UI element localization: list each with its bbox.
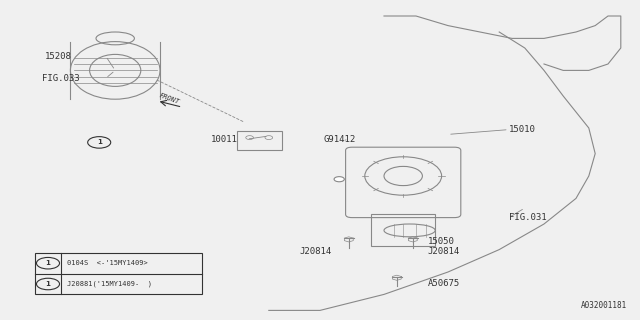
Text: J20881('15MY1409-  ): J20881('15MY1409- ) (67, 281, 152, 287)
Text: J20814: J20814 (300, 247, 332, 256)
Text: 15050: 15050 (428, 237, 454, 246)
Text: 1: 1 (45, 281, 51, 287)
Text: 1: 1 (45, 260, 51, 266)
Text: 15208: 15208 (45, 52, 72, 60)
Bar (237, 131, 282, 150)
Text: FIG.031: FIG.031 (509, 213, 547, 222)
Text: 1: 1 (97, 140, 102, 145)
Text: G91412: G91412 (323, 135, 355, 144)
Text: 15010: 15010 (509, 125, 536, 134)
Text: FRONT: FRONT (159, 92, 180, 105)
Text: FIG.033: FIG.033 (42, 74, 79, 83)
Bar (371, 214, 435, 246)
Circle shape (334, 177, 344, 182)
Text: 10011: 10011 (211, 135, 238, 144)
Text: 0104S  <-'15MY1409>: 0104S <-'15MY1409> (67, 260, 148, 266)
Text: A032001181: A032001181 (581, 301, 627, 310)
Text: A50675: A50675 (428, 279, 460, 288)
Text: J20814: J20814 (428, 247, 460, 256)
Bar (35, 253, 202, 294)
